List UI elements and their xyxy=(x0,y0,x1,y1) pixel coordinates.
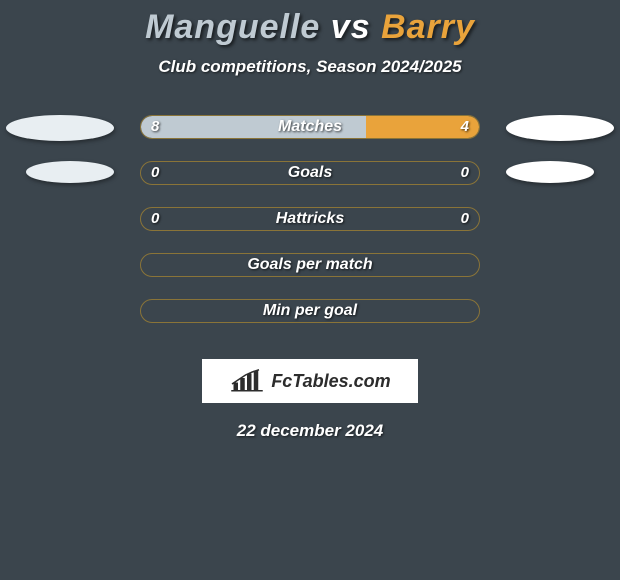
title-vs: vs xyxy=(331,8,371,46)
stat-value-left: 0 xyxy=(151,164,159,181)
stat-bar: 0 Hattricks 0 xyxy=(140,207,480,231)
stat-value-right: 0 xyxy=(461,210,469,227)
stat-row-min-per-goal: Min per goal xyxy=(0,299,620,345)
stat-value-right: 0 xyxy=(461,164,469,181)
page-title: Manguelle vs Barry xyxy=(0,0,620,47)
title-player2: Barry xyxy=(381,8,475,46)
stat-bar: Min per goal xyxy=(140,299,480,323)
stat-value-left: 8 xyxy=(151,118,159,135)
stats-section: 8 Matches 4 0 Goals 0 0 Hat xyxy=(0,115,620,345)
stat-label: Goals xyxy=(141,164,479,182)
date-label: 22 december 2024 xyxy=(0,421,620,441)
player2-logo-ellipse xyxy=(506,161,594,183)
stat-row-hattricks: 0 Hattricks 0 xyxy=(0,207,620,253)
stat-bar: Goals per match xyxy=(140,253,480,277)
player1-logo-ellipse xyxy=(26,161,114,183)
stat-value-right: 4 xyxy=(461,118,469,135)
stat-bar: 0 Goals 0 xyxy=(140,161,480,185)
title-player1: Manguelle xyxy=(145,8,320,46)
player1-logo-ellipse xyxy=(6,115,114,141)
stat-row-goals: 0 Goals 0 xyxy=(0,161,620,207)
stat-value-left: 0 xyxy=(151,210,159,227)
brand-name: FcTables.com xyxy=(271,371,390,392)
stat-label: Hattricks xyxy=(141,210,479,228)
stat-row-matches: 8 Matches 4 xyxy=(0,115,620,161)
brand-badge[interactable]: FcTables.com xyxy=(202,359,418,403)
bar-chart-icon xyxy=(229,369,265,393)
stat-row-goals-per-match: Goals per match xyxy=(0,253,620,299)
stat-label: Goals per match xyxy=(141,256,479,274)
stat-bar: 8 Matches 4 xyxy=(140,115,480,139)
player2-logo-ellipse xyxy=(506,115,614,141)
stat-label: Min per goal xyxy=(141,302,479,320)
subtitle: Club competitions, Season 2024/2025 xyxy=(0,57,620,77)
stat-bar-left xyxy=(141,116,366,138)
